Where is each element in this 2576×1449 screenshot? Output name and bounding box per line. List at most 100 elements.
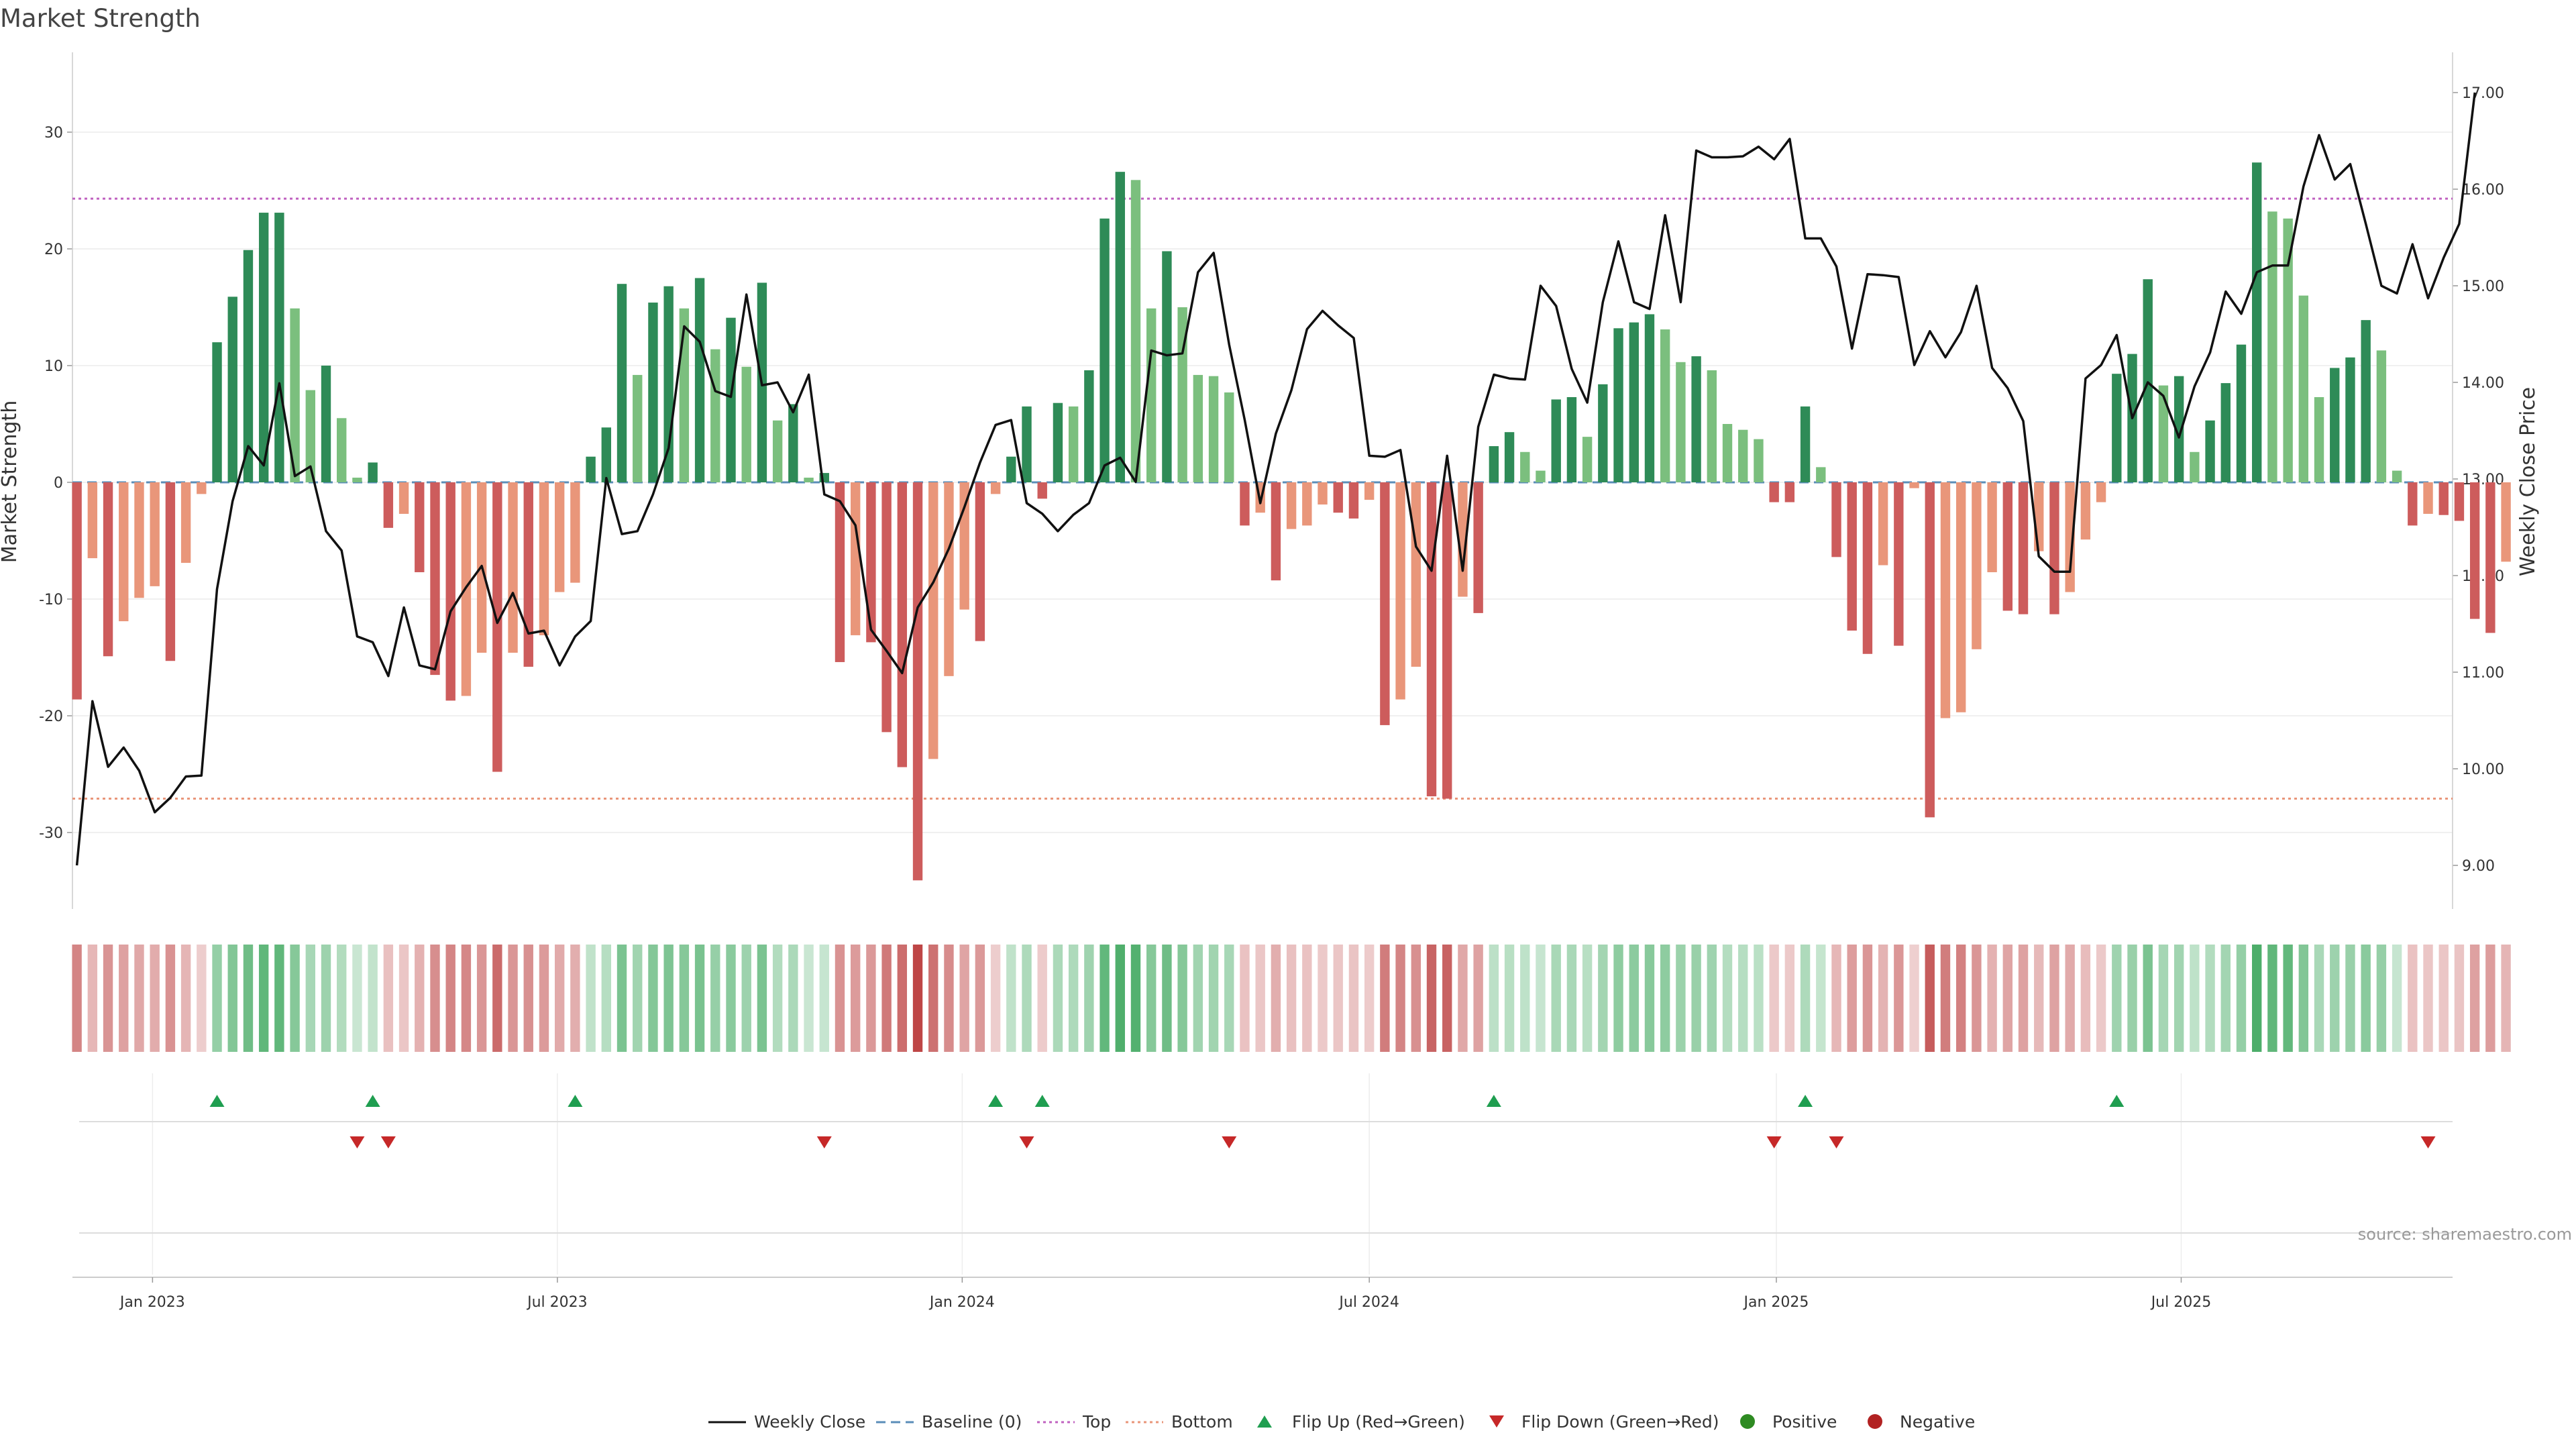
triangle-up-icon	[1257, 1415, 1272, 1428]
strength-bar	[2112, 374, 2122, 482]
strength-bar	[1099, 218, 1110, 482]
legend-item-label: Negative	[1900, 1412, 1975, 1432]
strength-bar	[227, 297, 237, 482]
heat-cell	[508, 945, 518, 1052]
heat-cell	[1240, 945, 1250, 1052]
strength-bar	[897, 482, 908, 767]
legend-item-label: Baseline (0)	[922, 1412, 1022, 1432]
strength-bar	[165, 482, 176, 661]
strength-bar	[1489, 446, 1499, 482]
heat-cell	[1769, 945, 1779, 1052]
heat-cell	[1037, 945, 1047, 1052]
legend-item-label: Flip Down (Green→Red)	[1521, 1412, 1719, 1432]
y-tick-label: -30	[39, 825, 63, 842]
strength-bar	[1318, 482, 1328, 505]
strength-bar	[1644, 314, 1655, 482]
heat-cell	[258, 945, 269, 1052]
strength-bar	[694, 278, 705, 482]
heat-cell	[2423, 945, 2433, 1052]
y2-tick-label: 10.00	[2462, 761, 2504, 778]
heat-cell	[1800, 945, 1811, 1052]
heat-cell	[1426, 945, 1437, 1052]
strength-bar	[1707, 370, 1717, 482]
heat-cell	[944, 945, 954, 1052]
flip-down-marker	[1766, 1136, 1782, 1148]
heat-cell	[2314, 945, 2324, 1052]
strength-bar	[119, 482, 129, 622]
heat-cell	[1972, 945, 1982, 1052]
strength-bar	[2376, 350, 2387, 482]
heat-cell	[1520, 945, 1530, 1052]
strength-bar	[1348, 482, 1359, 519]
strength-bar	[2158, 385, 2169, 482]
strength-bar	[633, 374, 643, 482]
heat-cell	[1847, 945, 1857, 1052]
strength-bar	[2252, 162, 2262, 483]
flip-down-marker	[816, 1136, 832, 1148]
strength-bar	[2220, 383, 2231, 482]
heat-cell	[368, 945, 378, 1052]
heat-cell	[2252, 945, 2262, 1052]
strength-bar	[1566, 396, 1577, 482]
heat-cell	[710, 945, 720, 1052]
heat-cell	[2330, 945, 2340, 1052]
heat-cell	[180, 945, 191, 1052]
heat-cell	[290, 945, 300, 1052]
strength-bar	[2065, 482, 2075, 592]
heat-cell	[539, 945, 549, 1052]
strength-bar	[586, 456, 596, 482]
strength-bar	[1955, 482, 1966, 712]
heat-cell	[1442, 945, 1452, 1052]
strength-bar	[1536, 470, 1546, 482]
heat-cell	[212, 945, 222, 1052]
strength-bar	[258, 213, 269, 482]
heat-cell	[243, 945, 254, 1052]
strength-bar	[1146, 308, 1157, 482]
heat-cell	[772, 945, 783, 1052]
heat-cell	[476, 945, 487, 1052]
heat-cell	[2065, 945, 2075, 1052]
strength-bar	[772, 420, 783, 482]
strength-bar	[554, 482, 565, 592]
strength-bar	[1676, 362, 1686, 482]
strength-bar	[2298, 295, 2309, 482]
heat-cell	[2392, 945, 2402, 1052]
heat-cell	[2267, 945, 2277, 1052]
strength-bar	[2454, 482, 2465, 521]
heat-cell	[1629, 945, 1639, 1052]
heat-cell	[570, 945, 580, 1052]
legend-item-label: Weekly Close	[754, 1412, 865, 1432]
strength-bar	[2096, 482, 2106, 502]
heat-cell	[321, 945, 331, 1052]
heat-cell	[1286, 945, 1297, 1052]
heat-cell	[1006, 945, 1016, 1052]
strength-bar	[866, 482, 876, 643]
heat-cell	[835, 945, 845, 1052]
strength-bar	[1271, 482, 1281, 581]
circle-icon	[1740, 1414, 1755, 1429]
heat-cell	[2034, 945, 2044, 1052]
strength-bar	[944, 482, 954, 676]
strength-bar	[1022, 406, 1032, 482]
legend-item: Bottom	[1126, 1412, 1233, 1432]
strength-bar	[726, 317, 736, 482]
heat-cell	[1909, 945, 1919, 1052]
strength-bar	[648, 303, 658, 482]
heat-cell	[1862, 945, 1873, 1052]
heat-cell	[2002, 945, 2013, 1052]
strength-bar	[1520, 451, 1530, 482]
strength-bar	[508, 482, 518, 653]
y2-tick-label: 11.00	[2462, 665, 2504, 682]
heat-cell	[1099, 945, 1110, 1052]
heat-cell	[694, 945, 705, 1052]
strength-bar	[1177, 307, 1187, 482]
heat-cell	[819, 945, 829, 1052]
strength-bar	[741, 366, 751, 482]
strength-bar	[1395, 482, 1405, 700]
heat-cell	[2361, 945, 2371, 1052]
heat-cell	[2236, 945, 2247, 1052]
heat-cell	[1053, 945, 1063, 1052]
y-tick-label: 30	[44, 125, 63, 142]
heat-cell	[1582, 945, 1593, 1052]
strength-bar	[415, 482, 425, 572]
